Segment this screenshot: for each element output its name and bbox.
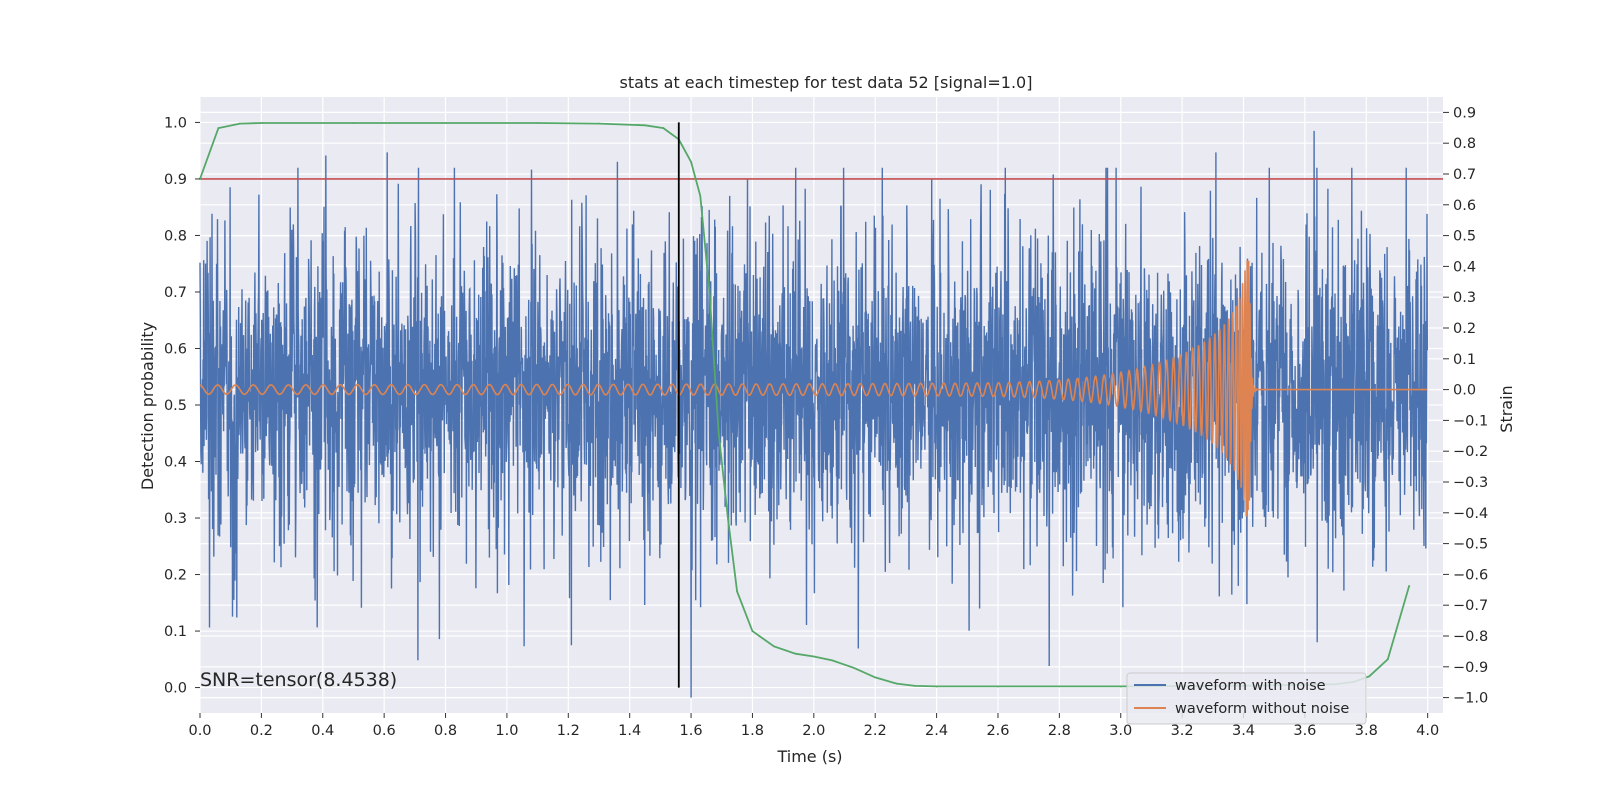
detection-probability-point: [794, 652, 797, 655]
y-axis-left: 0.0 0.1 0.2 0.3 0.4 0.5 0.6 0.7 0.8 0.9 1.0: [164, 115, 200, 697]
y-right-tick-label: 0.8: [1453, 136, 1476, 152]
y-right-tick-label: −0.8: [1453, 629, 1488, 645]
x-tick-label: 0.8: [434, 723, 457, 739]
detection-probability-point: [238, 122, 241, 125]
x-tick-label: 1.6: [680, 723, 703, 739]
y-right-tick-label: −0.6: [1453, 567, 1488, 583]
detection-probability-point: [598, 122, 600, 125]
detection-probability-point: [1119, 685, 1122, 688]
y-right-tick-label: −1.0: [1453, 691, 1488, 707]
x-tick-label: 3.8: [1355, 723, 1378, 739]
y-left-tick-label: 0.8: [164, 228, 187, 244]
x-axis: 0.0 0.2 0.4 0.6 0.8 1.0 1.2 1.4 1.6 1.8 2.0 2.2 2.4 2…: [188, 713, 1439, 739]
y-right-tick-label: 0.2: [1453, 321, 1476, 337]
legend: waveform with noise waveform without noi…: [1126, 672, 1367, 725]
legend-label-clean: waveform without noise: [1175, 701, 1349, 717]
y-right-tick-label: 0.9: [1453, 105, 1476, 121]
detection-probability-point: [444, 122, 447, 124]
y-left-tick-label: 0.0: [164, 681, 187, 697]
y-right-tick-label: 0.7: [1453, 167, 1476, 183]
y-left-tick-label: 0.4: [164, 455, 187, 471]
y-right-tick-label: −0.5: [1453, 537, 1488, 553]
y-right-tick-label: 0.1: [1453, 352, 1476, 368]
detection-probability-point: [773, 645, 775, 648]
y-right-tick-label: −0.3: [1453, 475, 1488, 491]
x-tick-label: 4.0: [1416, 723, 1439, 739]
detection-probability-point: [536, 122, 539, 124]
series-waveform-without-noise: [199, 260, 1428, 517]
y-right-tick-label: 0.0: [1453, 383, 1476, 399]
y-left-tick-label: 0.5: [164, 398, 187, 414]
detection-probability-point: [751, 630, 754, 632]
x-tick-label: 2.2: [864, 723, 887, 739]
y-axis-label-right: Strain: [1497, 385, 1516, 432]
detection-probability-point: [935, 685, 938, 688]
detection-probability-point: [260, 122, 263, 124]
y-right-tick-label: −0.9: [1453, 660, 1488, 676]
detection-probability-point: [831, 659, 834, 662]
y-right-tick-label: 0.3: [1453, 290, 1476, 306]
detection-probability-point: [812, 655, 815, 658]
detection-probability-point: [736, 590, 738, 593]
y-left-tick-label: 0.9: [164, 172, 187, 188]
y-left-tick-label: 0.6: [164, 341, 187, 357]
x-tick-label: 2.4: [925, 723, 948, 739]
x-tick-label: 2.0: [802, 723, 825, 739]
detection-probability-point: [217, 127, 220, 129]
x-tick-label: 0.6: [373, 723, 396, 739]
plot-area: [199, 97, 1443, 713]
y-right-tick-label: 0.5: [1453, 229, 1476, 245]
snr-annotation: SNR=tensor(8.4538): [200, 669, 397, 691]
x-tick-label: 0.0: [188, 723, 211, 739]
detection-probability-point: [644, 124, 646, 127]
x-tick-label: 3.6: [1293, 723, 1316, 739]
x-tick-label: 3.2: [1171, 723, 1194, 739]
y-right-tick-label: 0.4: [1453, 259, 1476, 275]
detection-probability-point: [662, 127, 665, 129]
y-left-tick-label: 0.2: [164, 568, 187, 584]
y-left-tick-label: 0.3: [164, 511, 187, 527]
x-tick-label: 2.8: [1048, 723, 1071, 739]
detection-probability-point: [708, 291, 711, 293]
y-axis-label-left: Detection probability: [138, 322, 157, 490]
detection-probability-point: [852, 666, 855, 669]
x-tick-label: 0.4: [311, 723, 334, 739]
x-axis-label: Time (s): [776, 747, 842, 766]
detection-probability-point: [690, 161, 692, 163]
y-left-tick-label: 0.7: [164, 285, 187, 301]
y-right-tick-label: 0.6: [1453, 198, 1476, 214]
detection-probability-point: [1386, 658, 1389, 661]
legend-box: [1126, 672, 1367, 725]
x-tick-label: 1.8: [741, 723, 764, 739]
detection-probability-point: [717, 432, 720, 435]
y-right-tick-label: −0.2: [1453, 444, 1488, 460]
x-tick-label: 3.4: [1232, 723, 1255, 739]
detection-probability-point: [1408, 584, 1411, 587]
detection-probability-point: [874, 676, 877, 679]
y-right-tick-label: −0.1: [1453, 413, 1488, 429]
detection-probability-point: [352, 122, 355, 124]
y-left-tick-label: 1.0: [164, 115, 187, 131]
x-tick-label: 1.0: [495, 723, 518, 739]
y-right-tick-label: −0.7: [1453, 598, 1488, 614]
detection-probability-point: [1368, 675, 1371, 678]
chart-title: stats at each timestep for test data 52 …: [620, 73, 1033, 92]
x-tick-label: 0.2: [250, 723, 273, 739]
y-axis-right: 0.9 0.8 0.7 0.6 0.5 0.4 0.3 0.2 0.1 0.0 −0.1 −0.2 −0…: [1443, 105, 1488, 707]
detection-probability-point: [699, 194, 702, 197]
detection-probability-point: [726, 517, 729, 519]
detection-probability-point: [895, 682, 898, 685]
y-right-tick-label: −0.4: [1453, 506, 1488, 522]
x-tick-label: 2.6: [986, 723, 1009, 739]
x-tick-label: 3.0: [1109, 723, 1132, 739]
legend-label-noise: waveform with noise: [1175, 678, 1326, 694]
detection-probability-point: [997, 685, 999, 688]
x-tick-label: 1.2: [557, 723, 580, 739]
detection-probability-point: [914, 684, 917, 687]
y-left-tick-label: 0.1: [164, 624, 187, 640]
x-tick-label: 1.4: [618, 723, 641, 739]
